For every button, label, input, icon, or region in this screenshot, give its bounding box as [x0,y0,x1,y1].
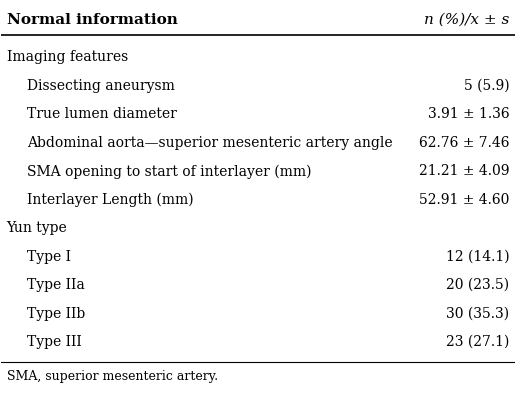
Text: 52.91 ± 4.60: 52.91 ± 4.60 [419,193,509,207]
Text: 20 (23.5): 20 (23.5) [446,278,509,292]
Text: 3.91 ± 1.36: 3.91 ± 1.36 [428,107,509,121]
Text: True lumen diameter: True lumen diameter [27,107,177,121]
Text: Imaging features: Imaging features [7,50,128,64]
Text: Type III: Type III [27,335,82,349]
Text: 30 (35.3): 30 (35.3) [446,307,509,321]
Text: 12 (14.1): 12 (14.1) [446,250,509,264]
Text: 23 (27.1): 23 (27.1) [446,335,509,349]
Text: 62.76 ± 7.46: 62.76 ± 7.46 [419,136,509,150]
Text: Dissecting aneurysm: Dissecting aneurysm [27,79,175,93]
Text: Type IIb: Type IIb [27,307,85,321]
Text: SMA opening to start of interlayer (mm): SMA opening to start of interlayer (mm) [27,164,312,178]
Text: Normal information: Normal information [7,13,178,27]
Text: Abdominal aorta—superior mesenteric artery angle: Abdominal aorta—superior mesenteric arte… [27,136,393,150]
Text: Type IIa: Type IIa [27,278,85,292]
Text: Yun type: Yun type [7,221,67,235]
Text: n (%)/x ± s: n (%)/x ± s [424,13,509,27]
Text: 21.21 ± 4.09: 21.21 ± 4.09 [419,164,509,178]
Text: Type I: Type I [27,250,71,264]
Text: Interlayer Length (mm): Interlayer Length (mm) [27,193,194,207]
Text: 5 (5.9): 5 (5.9) [464,79,509,93]
Text: SMA, superior mesenteric artery.: SMA, superior mesenteric artery. [7,370,218,383]
